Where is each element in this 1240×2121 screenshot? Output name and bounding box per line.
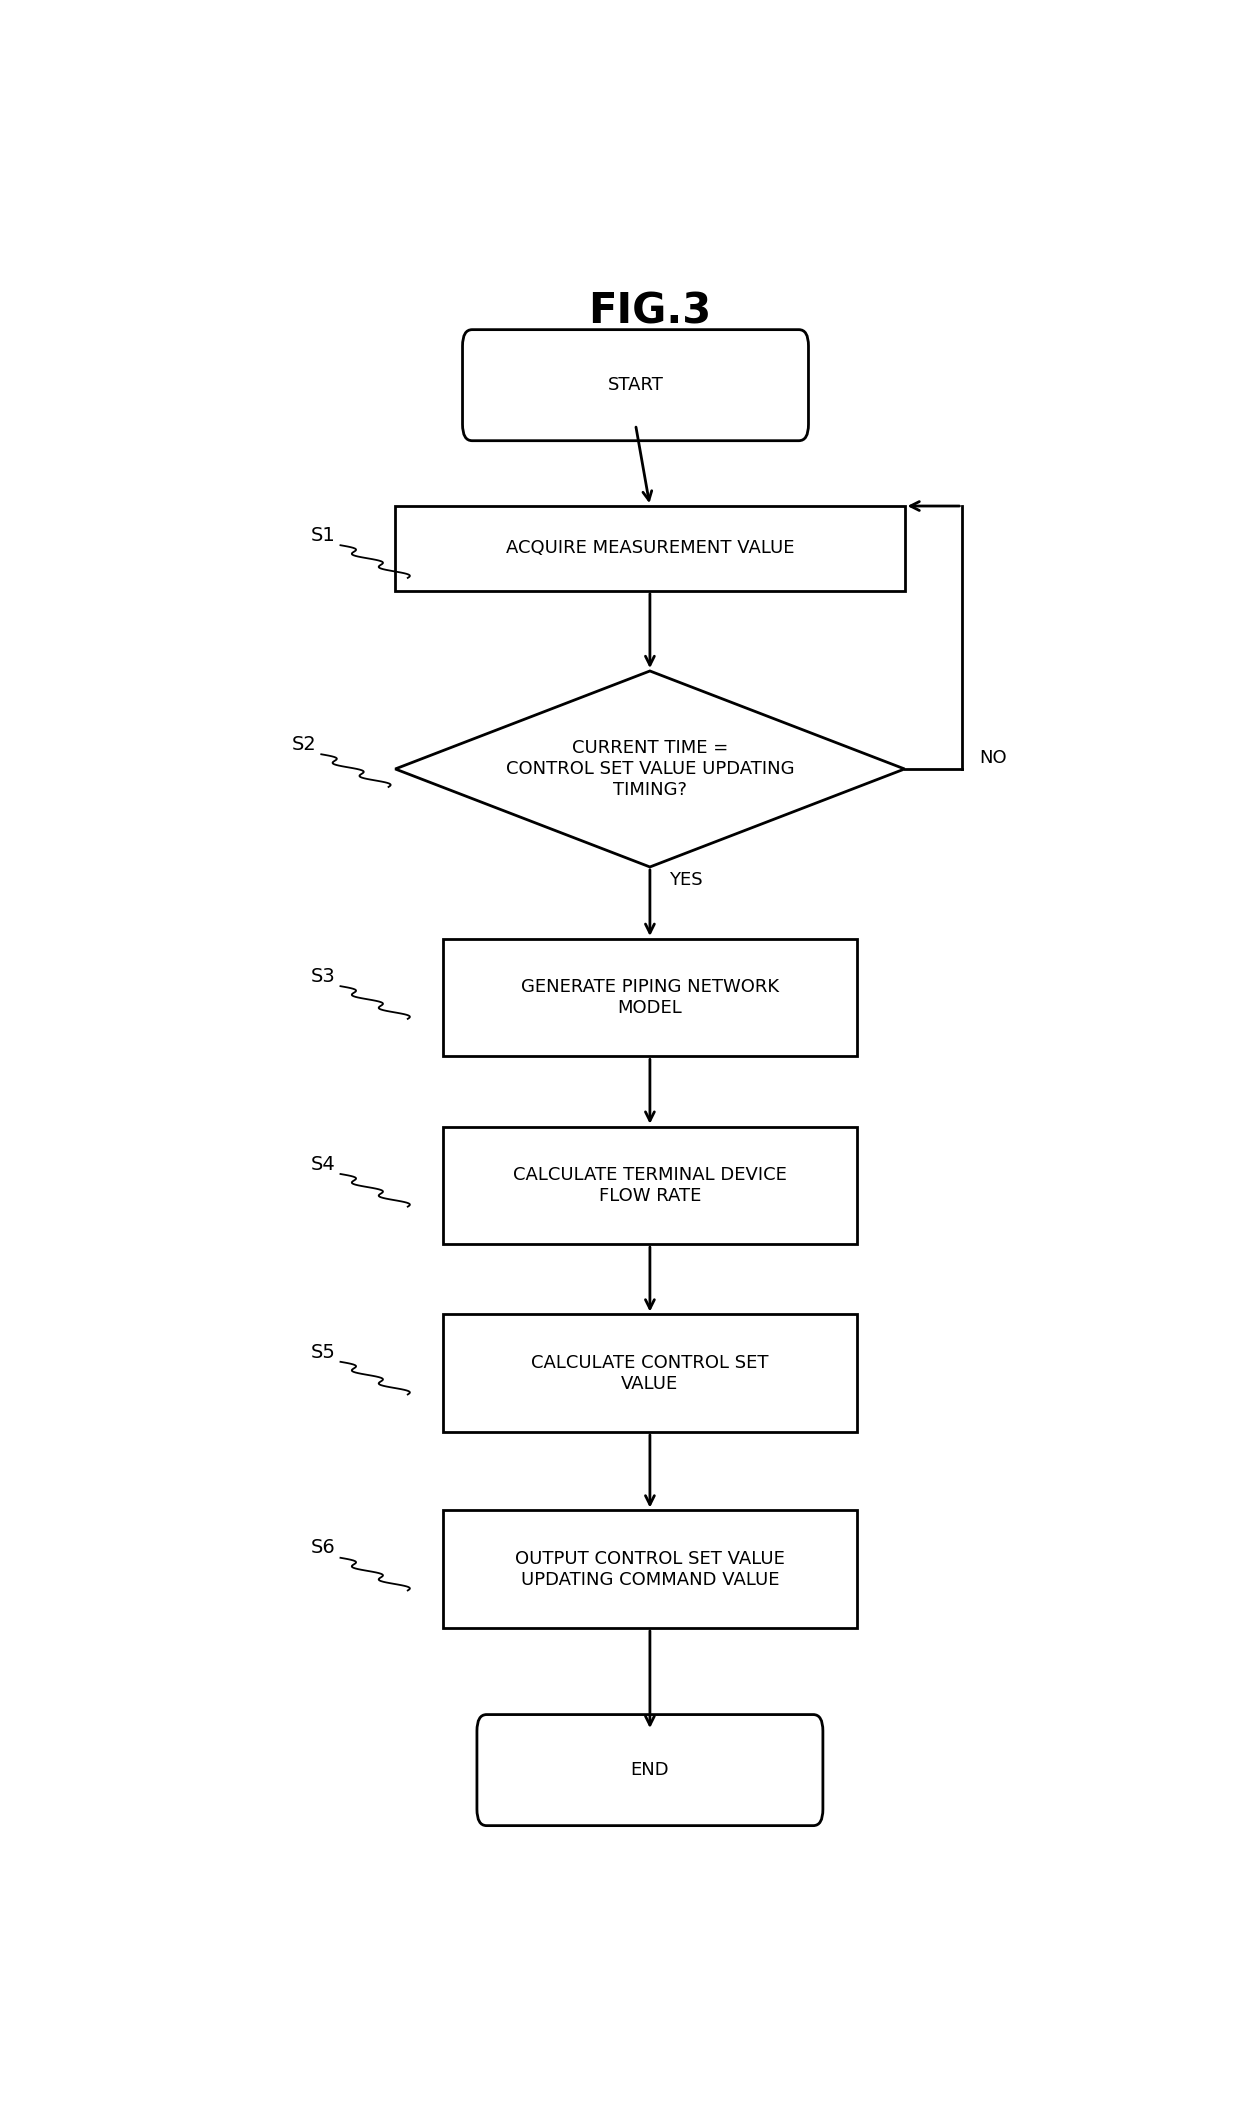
- FancyBboxPatch shape: [463, 329, 808, 441]
- Text: START: START: [608, 375, 663, 395]
- Text: YES: YES: [670, 872, 703, 889]
- Text: CURRENT TIME =
CONTROL SET VALUE UPDATING
TIMING?: CURRENT TIME = CONTROL SET VALUE UPDATIN…: [506, 740, 794, 800]
- Text: S4: S4: [311, 1154, 336, 1173]
- Text: S1: S1: [311, 526, 336, 545]
- Text: S2: S2: [291, 736, 316, 753]
- Text: S3: S3: [311, 967, 336, 986]
- Text: S5: S5: [311, 1343, 336, 1362]
- Text: NO: NO: [980, 749, 1007, 766]
- Bar: [396, 507, 905, 592]
- Text: FIG.3: FIG.3: [588, 291, 712, 333]
- Text: CALCULATE TERMINAL DEVICE
FLOW RATE: CALCULATE TERMINAL DEVICE FLOW RATE: [513, 1167, 787, 1205]
- Text: OUTPUT CONTROL SET VALUE
UPDATING COMMAND VALUE: OUTPUT CONTROL SET VALUE UPDATING COMMAN…: [515, 1550, 785, 1589]
- Polygon shape: [396, 670, 905, 867]
- Bar: [444, 1510, 857, 1629]
- Text: GENERATE PIPING NETWORK
MODEL: GENERATE PIPING NETWORK MODEL: [521, 978, 779, 1016]
- Bar: [444, 1126, 857, 1245]
- Text: ACQUIRE MEASUREMENT VALUE: ACQUIRE MEASUREMENT VALUE: [506, 539, 794, 558]
- FancyBboxPatch shape: [477, 1714, 823, 1826]
- Bar: [444, 1315, 857, 1432]
- Text: CALCULATE CONTROL SET
VALUE: CALCULATE CONTROL SET VALUE: [531, 1353, 769, 1393]
- Text: S6: S6: [311, 1538, 336, 1557]
- Bar: [444, 940, 857, 1056]
- Text: END: END: [631, 1760, 670, 1780]
